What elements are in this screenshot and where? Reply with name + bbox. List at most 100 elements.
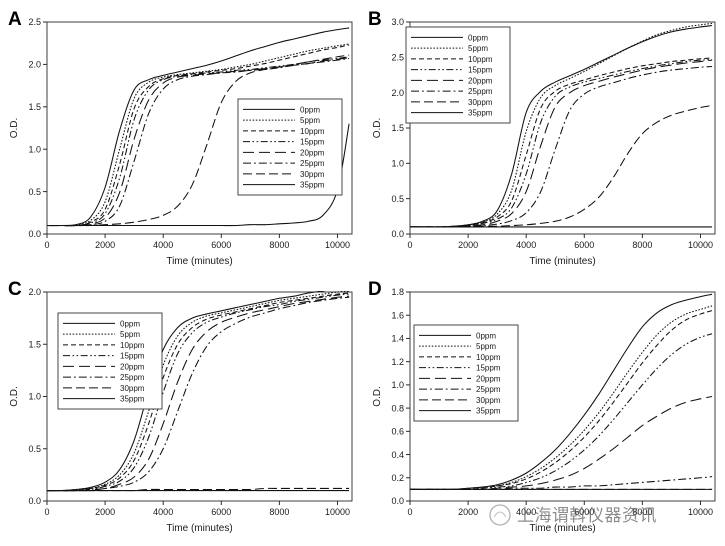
y-tick-label: 0.5	[28, 444, 41, 454]
y-axis-title: O.D.	[372, 118, 383, 139]
x-tick-label: 6000	[574, 507, 594, 517]
legend-label-25ppm: 25ppm	[120, 373, 145, 382]
legend-label-20ppm: 20ppm	[300, 148, 325, 157]
legend-label-30ppm: 30ppm	[300, 170, 325, 179]
legend-label-5ppm: 5ppm	[476, 342, 496, 351]
plot-area-d: 0.0 0.2 0.4 0.6 0.8 1.0 1.2 1.4 1.6 1.8 0 2000 4000 6…	[372, 287, 716, 534]
x-tick-label: 4000	[516, 240, 536, 250]
y-tick-label: 2.5	[391, 53, 404, 63]
y-tick-label: 1.5	[28, 102, 41, 112]
panel-b: B 0.0 0.5 1.0 1.5 2.0 2.5 3.0 0 2000 4000 6000 8000…	[363, 0, 725, 273]
curve-5ppm	[410, 22, 713, 228]
panel-a: A 0.0 0.5 1.0 1.5 2.0 2.5 0 2000 4000 6000 8000 100…	[0, 0, 362, 273]
x-tick-label: 8000	[269, 240, 289, 250]
y-tick-label: 0.5	[391, 194, 404, 204]
x-axis-title: Time (minutes)	[166, 523, 232, 534]
x-tick-label: 0	[407, 240, 412, 250]
x-tick-label: 10000	[688, 240, 713, 250]
x-tick-label: 10000	[688, 507, 713, 517]
y-tick-label: 2.0	[391, 88, 404, 98]
y-tick-label: 1.5	[28, 339, 41, 349]
y-axis-title: O.D.	[9, 118, 20, 139]
legend-label-10ppm: 10ppm	[468, 55, 493, 64]
legend-label-35ppm: 35ppm	[476, 407, 501, 416]
y-tick-label: 1.2	[391, 357, 404, 367]
legend-label-35ppm: 35ppm	[468, 109, 493, 118]
y-tick-label: 1.0	[28, 144, 41, 154]
y-tick-label: 1.6	[391, 310, 404, 320]
legend-label-5ppm: 5ppm	[468, 44, 488, 53]
curve-10ppm	[47, 44, 350, 227]
legend-label-15ppm: 15ppm	[476, 364, 501, 373]
curve-15ppm	[410, 333, 713, 490]
curve-5ppm	[47, 43, 350, 227]
legend-label-35ppm: 35ppm	[300, 181, 325, 190]
x-tick-label: 8000	[632, 240, 652, 250]
x-tick-label: 8000	[632, 507, 652, 517]
legend-label-30ppm: 30ppm	[476, 396, 501, 405]
y-tick-label: 2.0	[28, 60, 41, 70]
x-tick-label: 6000	[211, 240, 231, 250]
curve-15ppm	[47, 293, 350, 492]
y-tick-label: 0.8	[391, 403, 404, 413]
legend-label-15ppm: 15ppm	[468, 66, 493, 75]
plot-area-a: 0.0 0.5 1.0 1.5 2.0 2.5 0 2000 4000 6000 8000 10000…	[9, 17, 353, 267]
legend-label-5ppm: 5ppm	[300, 116, 320, 125]
y-tick-label: 1.4	[391, 334, 404, 344]
curve-5ppm	[47, 291, 350, 492]
curve-10ppm	[47, 292, 350, 492]
y-tick-label: 3.0	[391, 17, 404, 27]
x-tick-label: 4000	[153, 507, 173, 517]
x-axis-title: Time (minutes)	[529, 523, 595, 534]
x-axis-title: Time (minutes)	[166, 256, 232, 267]
legend-label-25ppm: 25ppm	[476, 385, 501, 394]
legend-label-15ppm: 15ppm	[300, 138, 325, 147]
x-tick-label: 2000	[458, 507, 478, 517]
x-tick-label: 4000	[153, 240, 173, 250]
panel-label-c: C	[8, 279, 22, 300]
plot-area-b: 0.0 0.5 1.0 1.5 2.0 2.5 3.0 0 2000 4000 6000 8000 10…	[372, 17, 716, 267]
curve-10ppm	[410, 57, 713, 228]
legend-label-30ppm: 30ppm	[120, 384, 145, 393]
legend-label-30ppm: 30ppm	[468, 98, 493, 107]
legend-label-20ppm: 20ppm	[120, 362, 145, 371]
y-tick-label: 0.0	[391, 229, 404, 239]
x-tick-label: 6000	[574, 240, 594, 250]
x-tick-label: 10000	[325, 240, 350, 250]
x-tick-label: 0	[44, 507, 49, 517]
y-tick-label: 2.5	[28, 17, 41, 27]
legend-label-0ppm: 0ppm	[120, 319, 140, 328]
x-tick-label: 0	[44, 240, 49, 250]
panel-d: D 0.0 0.2 0.4 0.6 0.8 1.0 1.2 1.4 1.6 1.8 0 2000 400…	[363, 273, 725, 546]
x-tick-label: 10000	[325, 507, 350, 517]
legend-label-10ppm: 10ppm	[300, 127, 325, 136]
panel-c: C 0.0 0.5 1.0 1.5 2.0 0 2000 4000 6000 8000 10000 T…	[0, 273, 362, 546]
legend-label-15ppm: 15ppm	[120, 352, 145, 361]
x-axis-title: Time (minutes)	[529, 256, 595, 267]
plot-area-c: 0.0 0.5 1.0 1.5 2.0 0 2000 4000 6000 8000 10000 Tim…	[9, 287, 353, 534]
curve-25ppm	[47, 296, 350, 492]
curve-20ppm	[47, 57, 350, 227]
x-tick-label: 6000	[211, 507, 231, 517]
panel-label-b: B	[368, 9, 382, 30]
y-tick-label: 0.0	[28, 496, 41, 506]
legend-label-0ppm: 0ppm	[300, 105, 320, 114]
x-tick-label: 4000	[516, 507, 536, 517]
y-axis-title: O.D.	[9, 386, 20, 407]
curve-30ppm	[410, 104, 713, 228]
curve-0ppm	[47, 27, 350, 227]
y-tick-label: 1.0	[28, 392, 41, 402]
y-tick-label: 1.8	[391, 287, 404, 297]
legend-label-10ppm: 10ppm	[476, 353, 501, 362]
y-tick-label: 1.0	[391, 380, 404, 390]
y-tick-label: 0.4	[391, 450, 404, 460]
legend-label-35ppm: 35ppm	[120, 395, 145, 404]
y-axis-title: O.D.	[372, 386, 383, 407]
legend-label-5ppm: 5ppm	[120, 330, 140, 339]
legend-label-10ppm: 10ppm	[120, 341, 145, 350]
curve-15ppm	[410, 58, 713, 228]
y-tick-label: 0.6	[391, 427, 404, 437]
curve-25ppm	[47, 57, 350, 227]
legend-label-25ppm: 25ppm	[300, 159, 325, 168]
